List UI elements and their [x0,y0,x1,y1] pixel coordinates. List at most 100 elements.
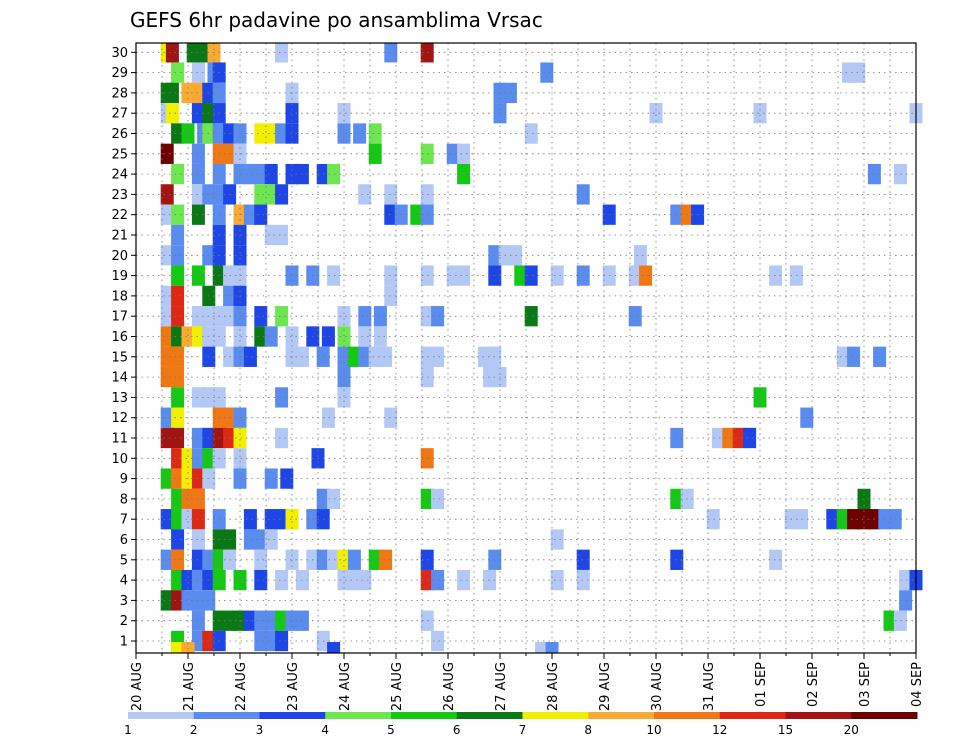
precip-cell [171,529,185,550]
legend-label: 1 [124,723,132,737]
y-axis: 1234567891011121314151617181920212223242… [111,46,136,650]
precip-cell [254,630,268,652]
precip-cell [446,265,460,286]
precip-cell [446,143,460,164]
precip-cell [545,642,559,653]
precip-cell [847,509,861,530]
precip-cell [431,306,445,327]
precip-cell [420,143,434,164]
x-tick-label: 30 AUG [650,662,665,711]
precip-cell [649,103,663,124]
precip-cell [243,610,257,631]
precip-cell [160,245,174,266]
precip-cell [275,184,289,205]
precip-cell [368,549,382,570]
precip-cell [358,306,372,327]
precip-cell [181,123,195,144]
precip-cell [181,509,195,530]
legend-label: 10 [646,723,661,737]
precip-cell [254,204,268,225]
y-tick-label: 17 [111,310,128,325]
precip-cell [171,346,185,367]
y-tick-label: 29 [111,66,128,81]
precip-cell [171,204,185,225]
precip-cell [337,103,351,124]
precip-cell [171,245,185,266]
precip-cell [706,509,720,530]
precip-cell [285,509,299,530]
y-tick-label: 28 [111,86,128,101]
x-tick-label: 25 AUG [390,662,405,711]
precip-cell [181,448,195,469]
precip-cell [893,163,907,185]
precip-cell [420,549,434,570]
precip-cell [191,62,205,83]
precip-cell [384,407,398,428]
precip-cell [186,43,200,63]
precip-cell [373,306,387,327]
precip-cell [337,569,351,591]
precip-cell [457,163,471,185]
precip-cell [639,265,653,286]
precip-cell [171,123,185,144]
legend-label: 8 [584,723,592,737]
precip-cell [171,224,185,246]
y-tick-label: 4 [120,574,128,589]
precip-cell [160,509,174,530]
precip-cell [191,103,205,124]
precip-cell [514,265,528,286]
x-tick-label: 26 AUG [442,662,457,711]
precip-cell [275,387,289,408]
precip-cell [420,306,434,327]
y-tick-label: 3 [120,594,128,609]
precip-cell [160,143,174,164]
precip-cell [753,387,767,408]
precip-cell [171,468,185,489]
precip-cell [550,265,564,286]
precip-cell [420,265,434,286]
precip-cell [165,82,179,104]
precip-cell [233,265,247,286]
precip-cell [160,184,174,205]
precip-cell [275,123,289,144]
precip-cell [836,346,850,367]
precip-cell [264,163,278,185]
x-axis: 20 AUG 21 AUG 22 AUG 23 AUG 24 AUG 25 AUG 26 A… [130,653,925,711]
precip-cell [576,184,590,205]
precip-cell [420,184,434,205]
precip-cell [160,590,174,611]
precip-cell [254,529,268,550]
precip-cell [847,346,861,367]
y-tick-label: 25 [111,147,128,162]
precip-cell [191,529,205,550]
precip-cell [275,630,289,652]
precip-cell [160,468,174,489]
y-tick-label: 18 [111,289,128,304]
precip-cell [800,407,814,428]
precip-cell [373,326,387,347]
y-tick-label: 7 [120,513,128,528]
precip-cell [899,569,913,591]
precip-cell [358,184,372,205]
precip-cell [233,326,247,347]
precip-cell [207,43,221,63]
precip-cell [264,529,278,550]
precip-cell [191,82,205,104]
y-tick-label: 30 [111,46,128,61]
precip-cell [171,163,185,185]
legend-swatch [785,712,852,719]
precip-cell [628,306,642,327]
precip-cell [181,590,195,611]
precip-cell [191,204,205,225]
precip-cell [337,387,351,408]
precip-cell [243,163,257,185]
precip-cell [337,123,351,144]
precip-cell [171,509,185,530]
precip-cell [327,163,341,185]
precip-cell [347,569,361,591]
precip-cell [275,569,289,591]
precip-cell [191,509,205,530]
y-tick-label: 14 [111,371,128,386]
legend-swatch [325,712,392,719]
precip-cell [191,387,205,408]
